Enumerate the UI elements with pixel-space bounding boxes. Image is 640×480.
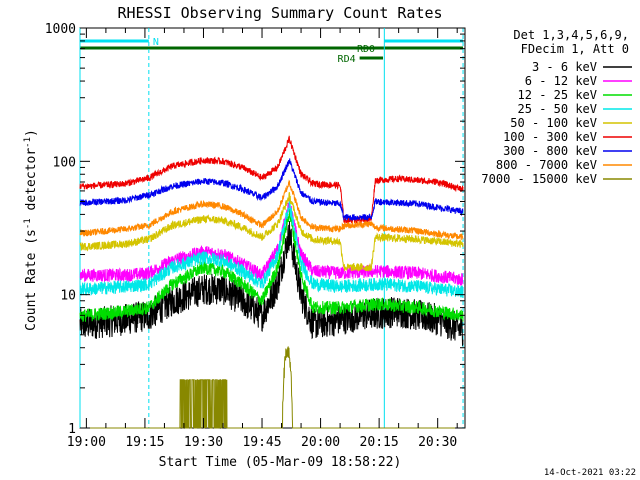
y-tick-label: 10 — [60, 289, 76, 304]
x-tick-label: 19:00 — [67, 435, 106, 450]
footer-timestamp: 14-Oct-2021 03:22 — [544, 468, 636, 478]
series-line — [79, 135, 464, 225]
y-tick-label: 100 — [53, 155, 76, 170]
legend-entry-label: 50 - 100 keV — [510, 116, 597, 130]
legend-entry-label: 6 - 12 keV — [525, 74, 597, 88]
series-line — [79, 179, 464, 241]
x-tick-label: 19:45 — [242, 435, 281, 450]
legend-entry-label: 300 - 800 keV — [503, 144, 597, 158]
legend-entry-label: 3 - 6 keV — [532, 60, 597, 74]
y-tick-label: 1 — [68, 422, 76, 437]
legend-entry-label: 100 - 300 keV — [503, 130, 597, 144]
series-line — [79, 158, 464, 221]
series-line — [79, 199, 464, 299]
x-tick-label: 20:00 — [301, 435, 340, 450]
series-lines — [79, 135, 464, 429]
x-tick-label: 20:30 — [418, 435, 457, 450]
x-tick-label: 19:15 — [125, 435, 164, 450]
y-axis-label: Count Rate (s-1 detector-1) — [23, 129, 39, 331]
legend-header-line-2: FDecim 1, Att 0 — [521, 42, 629, 56]
legend-entry-label: 800 - 7000 keV — [496, 158, 597, 172]
flag-label: RD0 — [357, 44, 375, 55]
series-line — [79, 209, 464, 322]
x-tick-label: 20:15 — [360, 435, 399, 450]
series-line — [79, 198, 464, 286]
legend: Det 1,3,4,5,6,9, FDecim 1, Att 0 3 - 6 k… — [481, 28, 632, 186]
series-line — [79, 192, 464, 272]
x-axis-label: Start Time (05-Mar-09 18:58:22) — [159, 455, 402, 470]
series-line — [80, 346, 463, 429]
legend-header-line-1: Det 1,3,4,5,6,9, — [513, 28, 629, 42]
x-tick-label: 19:30 — [184, 435, 223, 450]
legend-entry-label: 25 - 50 keV — [518, 102, 597, 116]
chart-title: RHESSI Observing Summary Count Rates — [117, 4, 442, 22]
legend-entry-label: 7000 - 15000 keV — [481, 172, 597, 186]
legend-entry-label: 12 - 25 keV — [518, 88, 597, 102]
y-tick-label: 1000 — [45, 22, 76, 37]
flag-label: N — [153, 37, 159, 48]
axis-ticks: 1 10 100 1000 19:00 19:15 19:30 19:45 20:00 20:15… — [45, 22, 465, 450]
flag-label: RD4 — [338, 54, 356, 65]
